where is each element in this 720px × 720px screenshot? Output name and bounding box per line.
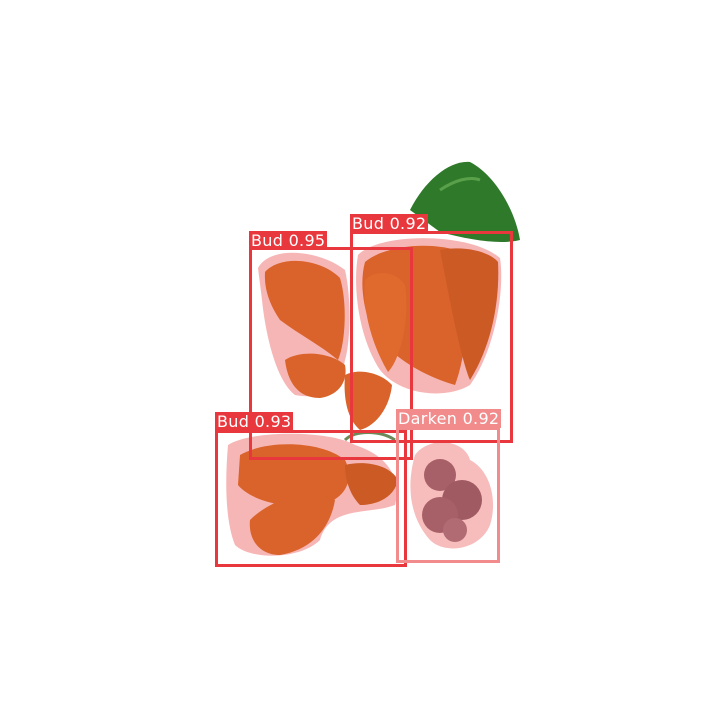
bud-petal: [440, 248, 499, 380]
darken-tissue: [443, 518, 467, 542]
detection-label-bud: Bud 0.95: [249, 231, 328, 250]
detection-box-bud: [249, 247, 413, 460]
detection-box-bud: [215, 430, 407, 567]
bud-petal: [345, 463, 398, 505]
bud-petal: [249, 495, 335, 555]
bud-petal: [285, 353, 346, 398]
detection-label-bud: Bud 0.92: [350, 214, 429, 233]
detection-label-darken: Darken 0.92: [396, 409, 502, 428]
bud-petal: [264, 260, 345, 360]
detection-box-darken: [396, 427, 500, 563]
bud-petal: [364, 273, 407, 372]
detection-label-bud: Bud 0.93: [215, 412, 294, 431]
detection-box-bud: [350, 231, 513, 443]
leaf: [410, 161, 520, 243]
bud-petal: [344, 371, 392, 430]
darken-tissue: [424, 459, 456, 491]
leaf-highlight: [439, 176, 481, 192]
